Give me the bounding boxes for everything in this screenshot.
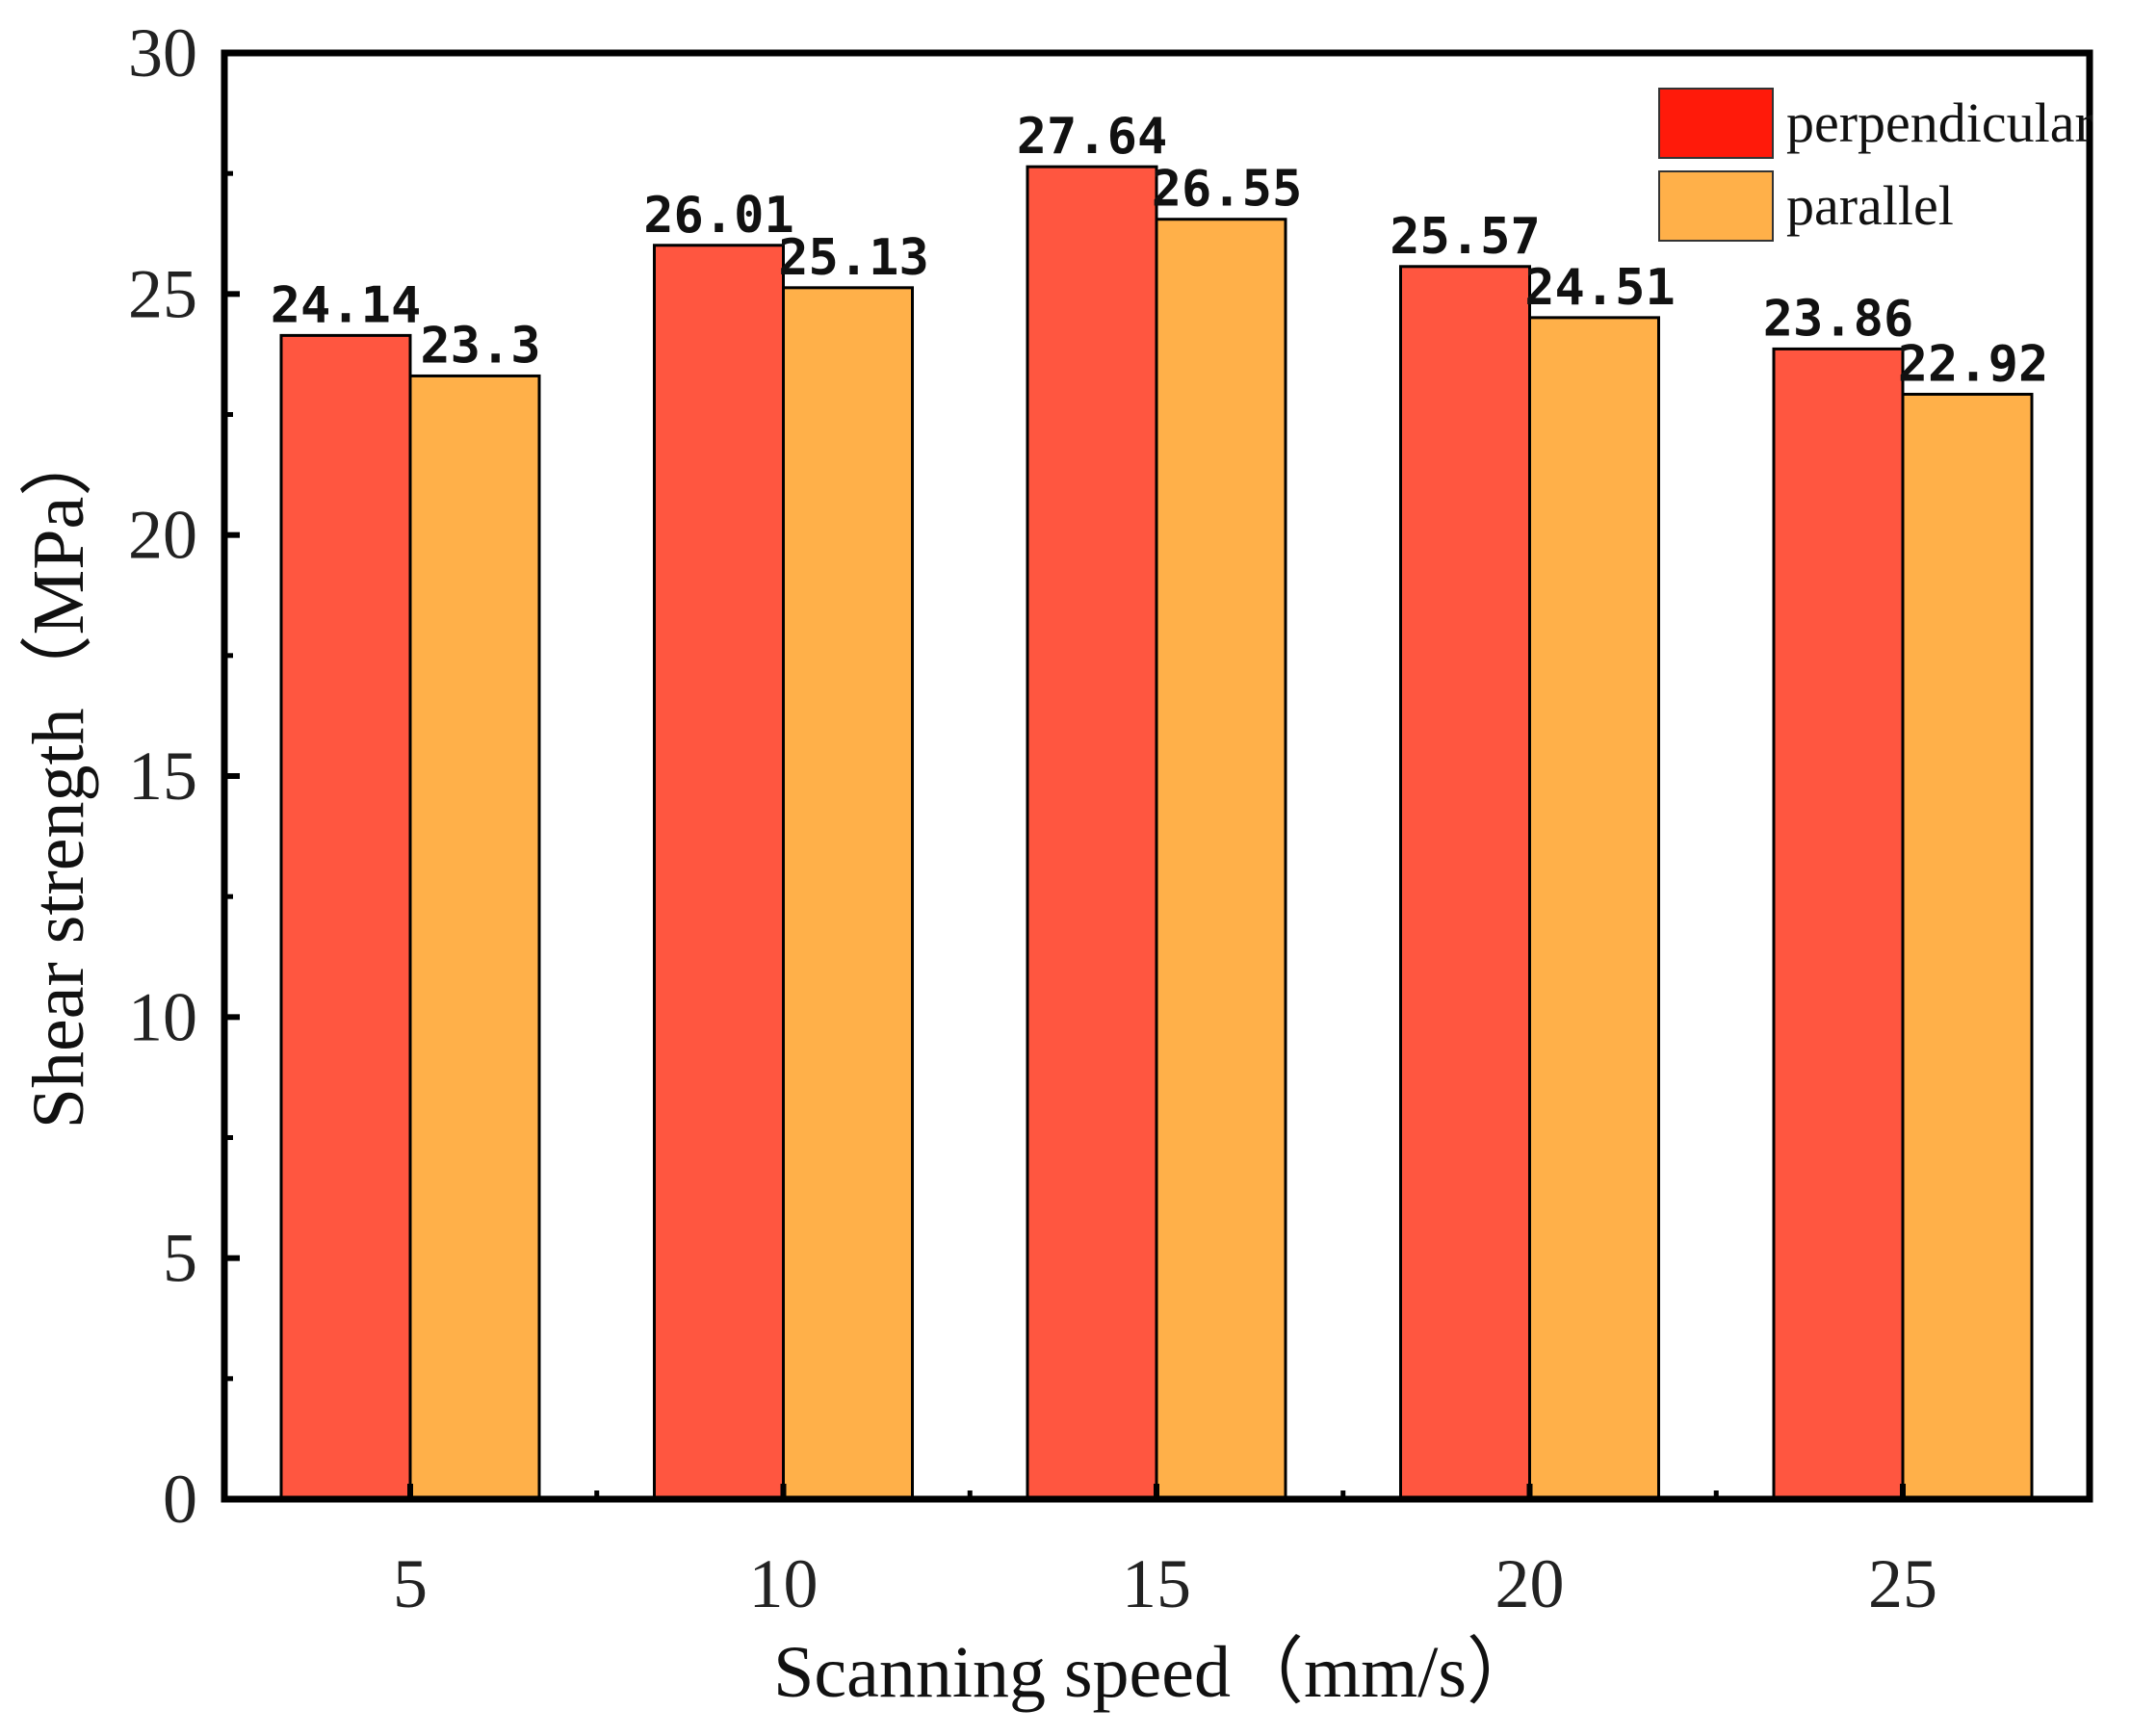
y-tick-label: 15 xyxy=(128,738,197,815)
data-label-parallel-10: 25.13 xyxy=(778,229,929,287)
x-tick-label: 5 xyxy=(393,1545,428,1622)
bar-perpendicular-10 xyxy=(653,244,785,1501)
legend: perpendicular parallel xyxy=(1658,88,2093,242)
data-label-perpendicular-25: 23.86 xyxy=(1763,290,1914,348)
bar-parallel-10 xyxy=(782,286,914,1501)
data-labels-layer: 24.14 26.01 27.64 25.57 23.86 23.3 25.13 26.55 2… xyxy=(271,108,2049,393)
data-label-parallel-5: 23.3 xyxy=(420,317,540,375)
data-label-parallel-20: 24.51 xyxy=(1524,259,1676,317)
x-tick-label: 10 xyxy=(749,1545,819,1622)
bars-layer xyxy=(279,165,2034,1501)
y-axis-title: Shear strength（MPa） xyxy=(18,424,99,1128)
data-label-parallel-25: 22.92 xyxy=(1898,335,2049,393)
y-tick-label: 5 xyxy=(163,1220,197,1297)
legend-label-perpendicular: perpendicular xyxy=(1786,91,2093,154)
data-label-perpendicular-5: 24.14 xyxy=(271,276,422,334)
data-label-parallel-15: 26.55 xyxy=(1152,161,1303,219)
y-tick-label: 30 xyxy=(128,14,197,91)
y-tick-label: 0 xyxy=(163,1461,197,1538)
x-tick-label: 25 xyxy=(1868,1545,1937,1622)
y-tick-label: 25 xyxy=(128,255,197,332)
bar-parallel-20 xyxy=(1528,316,1660,1501)
x-tick-label: 20 xyxy=(1495,1545,1565,1622)
y-tick-label: 10 xyxy=(128,978,197,1055)
legend-label-parallel: parallel xyxy=(1786,174,1954,237)
bar-parallel-5 xyxy=(408,374,541,1501)
bar-perpendicular-25 xyxy=(1772,347,1905,1501)
bar-perpendicular-20 xyxy=(1399,265,1531,1501)
bar-parallel-15 xyxy=(1155,218,1287,1501)
y-tick-label: 20 xyxy=(128,497,197,574)
data-label-perpendicular-20: 25.57 xyxy=(1390,208,1541,266)
data-label-perpendicular-10: 26.01 xyxy=(643,187,794,245)
legend-swatch-parallel xyxy=(1658,170,1774,242)
bar-perpendicular-15 xyxy=(1026,165,1158,1501)
data-label-perpendicular-15: 27.64 xyxy=(1017,108,1168,166)
bar-parallel-25 xyxy=(1901,392,2034,1501)
bar-perpendicular-5 xyxy=(279,333,412,1501)
legend-swatch-perpendicular xyxy=(1658,88,1774,159)
x-tick-label: 15 xyxy=(1122,1545,1191,1622)
x-axis-title: Scanning speed（mm/s） xyxy=(773,1632,1540,1713)
ticks-layer: 0 5 10 15 20 25 30 5 10 15 20 25 xyxy=(128,14,1937,1622)
